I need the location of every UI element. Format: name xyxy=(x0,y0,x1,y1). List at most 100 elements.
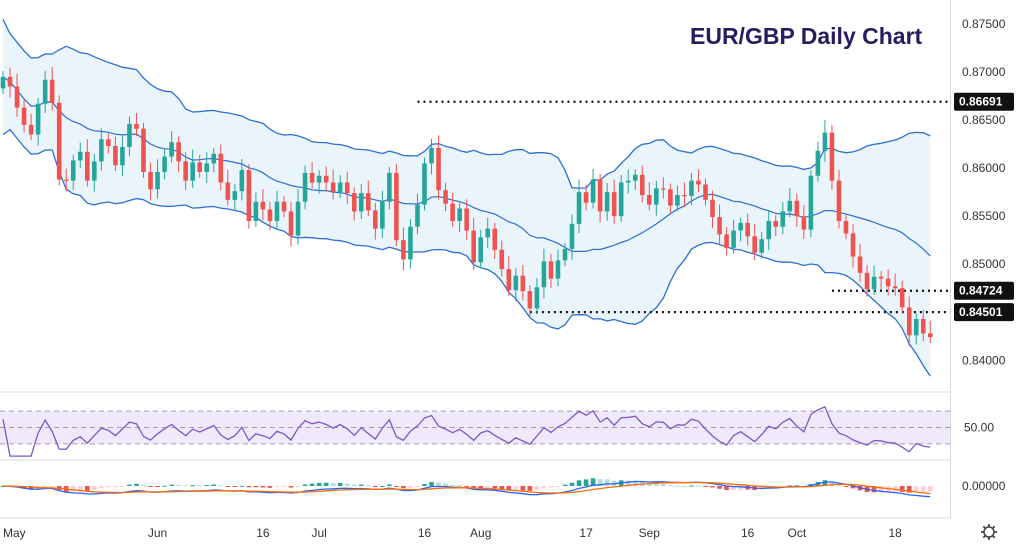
candle-body xyxy=(464,208,469,231)
time-tick-label: Jun xyxy=(148,526,167,540)
macd-histogram-bar xyxy=(555,486,561,487)
candle xyxy=(21,100,27,133)
time-tick-label: Oct xyxy=(787,526,806,540)
candle-body xyxy=(675,195,680,206)
candle xyxy=(218,144,224,191)
candle xyxy=(14,73,20,117)
candle xyxy=(49,67,55,111)
candle-body xyxy=(850,233,856,257)
candle-body xyxy=(288,211,294,236)
candle xyxy=(703,178,708,206)
macd-histogram-bar xyxy=(661,483,666,486)
macd-histogram-bar xyxy=(457,485,462,487)
macd-histogram-bar xyxy=(429,481,434,486)
candle xyxy=(843,215,849,240)
macd-histogram-bar xyxy=(190,485,195,487)
candle-body xyxy=(120,147,125,166)
macd-histogram-bar xyxy=(675,485,680,487)
candle xyxy=(878,270,884,290)
candle-body xyxy=(422,163,427,205)
candle-body xyxy=(70,160,76,181)
candle xyxy=(899,280,905,314)
candle xyxy=(422,157,427,211)
candle xyxy=(358,183,364,219)
candle-body xyxy=(337,182,343,193)
candle-body xyxy=(506,269,512,291)
candle-body xyxy=(611,192,617,217)
candle xyxy=(604,182,610,221)
macd-histogram-bar xyxy=(239,485,245,487)
candle-body xyxy=(295,201,301,236)
candle-body xyxy=(717,217,722,235)
candle xyxy=(267,201,273,231)
candle xyxy=(450,192,455,227)
candle-body xyxy=(654,188,659,205)
price-level-label: 0.84501 xyxy=(959,305,1003,319)
time-tick-label: Aug xyxy=(470,526,491,540)
macd-histogram-bar xyxy=(176,484,181,486)
candle-body xyxy=(492,228,498,250)
time-tick-label: 16 xyxy=(741,526,755,540)
macd-histogram-bar xyxy=(871,486,877,493)
macd-histogram-bar xyxy=(710,486,715,488)
macd-histogram-bar xyxy=(499,486,505,490)
macd-histogram-bar xyxy=(330,483,336,486)
settings-gear-icon[interactable] xyxy=(981,524,997,540)
candle-body xyxy=(618,182,624,217)
candle xyxy=(408,219,413,269)
candle-body xyxy=(28,124,34,135)
macd-histogram-bar xyxy=(450,484,455,486)
candle xyxy=(394,163,399,246)
candle-body xyxy=(21,107,27,125)
candle xyxy=(548,253,554,288)
candle-body xyxy=(878,276,884,279)
candle-body xyxy=(836,180,842,221)
candle-body xyxy=(401,240,406,260)
macd-histogram-bar xyxy=(127,484,132,486)
candle-body xyxy=(576,192,582,224)
macd-histogram-bar xyxy=(281,486,287,487)
candle-body xyxy=(134,123,139,129)
candle xyxy=(141,122,146,178)
candle-body xyxy=(127,123,132,147)
candle xyxy=(7,67,13,98)
candle xyxy=(520,264,526,301)
candle-body xyxy=(696,180,701,185)
candle-body xyxy=(562,248,568,261)
candle xyxy=(288,202,294,247)
macd-panel: 0.00000 xyxy=(0,478,1006,498)
candle xyxy=(344,171,350,205)
candle xyxy=(162,149,167,180)
candle-body xyxy=(77,151,83,161)
time-tick-label: 16 xyxy=(418,526,432,540)
macd-histogram-bar xyxy=(77,486,83,491)
candle-body xyxy=(225,182,231,200)
candle-body xyxy=(829,132,835,181)
candle xyxy=(920,309,926,341)
macd-histogram-bar xyxy=(632,480,638,486)
candle xyxy=(724,226,729,256)
time-tick-label: May xyxy=(3,526,26,540)
candle xyxy=(366,180,371,217)
candle xyxy=(246,164,252,229)
candle xyxy=(583,184,589,211)
macd-histogram-bar xyxy=(717,486,722,489)
candle-body xyxy=(801,216,807,230)
candle xyxy=(857,243,863,283)
price-tick-label: 0.87500 xyxy=(962,17,1006,31)
candle-body xyxy=(661,188,666,190)
macd-histogram-bar xyxy=(436,482,441,486)
macd-histogram-bar xyxy=(288,486,294,488)
candle-body xyxy=(429,147,434,164)
candle xyxy=(618,175,624,222)
price-level-label: 0.84724 xyxy=(959,284,1003,298)
candle-body xyxy=(815,150,821,176)
candle xyxy=(773,215,779,236)
macd-histogram-bar xyxy=(668,485,673,487)
candle-body xyxy=(520,275,526,292)
macd-histogram-bar xyxy=(113,486,118,488)
candle-body xyxy=(668,189,673,206)
macd-histogram-bar xyxy=(913,486,919,493)
